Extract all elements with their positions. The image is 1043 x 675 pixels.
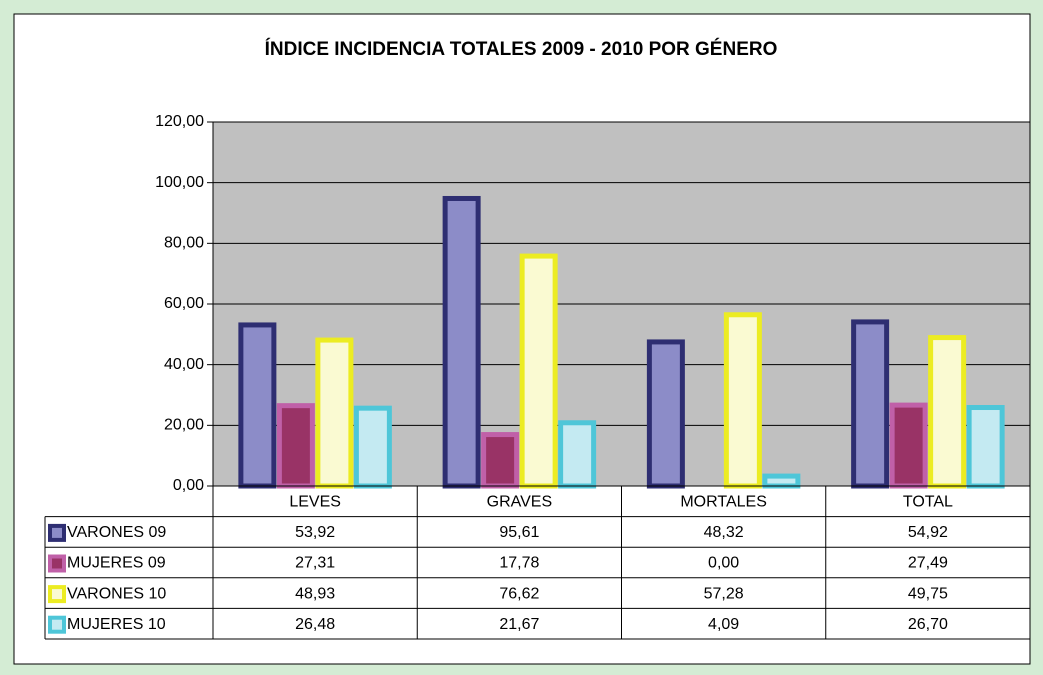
bar [442,195,481,489]
x-tick-label: MORTALES [680,494,767,511]
y-tick-label: 20,00 [164,417,204,434]
y-tick-label: 120,00 [155,113,204,130]
legend-label: VARONES 09 [67,524,166,541]
bar [646,339,685,489]
legend-label: MUJERES 09 [67,555,166,572]
table-value: 0,00 [708,555,739,572]
x-tick-label: LEVES [289,494,341,511]
bar [276,403,315,489]
y-tick-label: 40,00 [164,356,204,373]
table-value: 27,31 [295,555,335,572]
bar [889,402,928,489]
table-value: 27,49 [908,555,948,572]
table-value: 95,61 [499,524,539,541]
y-tick-label: 60,00 [164,295,204,312]
bar [315,337,354,489]
bar [238,322,277,489]
bar [851,319,890,489]
legend-key [48,554,66,573]
table-value: 21,67 [499,616,539,633]
table-value: 57,28 [704,585,744,602]
legend-key [48,523,66,542]
bar [928,335,967,489]
table-value: 4,09 [708,616,739,633]
y-tick-label: 0,00 [173,477,204,494]
bar [723,312,762,489]
bar [558,420,597,489]
table-value: 26,48 [295,616,335,633]
chart-title: ÍNDICE INCIDENCIA TOTALES 2009 - 2010 PO… [265,38,778,60]
table-value: 49,75 [908,585,948,602]
bar [519,253,558,489]
table-value: 48,93 [295,585,335,602]
x-tick-label: TOTAL [903,494,953,511]
bar [353,405,392,489]
x-tick-label: GRAVES [487,494,553,511]
table-value: 53,92 [295,524,335,541]
legend-key [48,585,66,604]
bar [481,432,520,489]
table-value: 48,32 [704,524,744,541]
table-value: 26,70 [908,616,948,633]
bar [762,473,801,489]
y-tick-label: 80,00 [164,235,204,252]
y-tick-label: 100,00 [155,174,204,191]
bar [966,405,1005,489]
table-value: 54,92 [908,524,948,541]
table-value: 17,78 [499,555,539,572]
legend-label: VARONES 10 [67,585,166,602]
table-value: 76,62 [499,585,539,602]
legend-label: MUJERES 10 [67,616,166,633]
legend-key [48,615,66,634]
